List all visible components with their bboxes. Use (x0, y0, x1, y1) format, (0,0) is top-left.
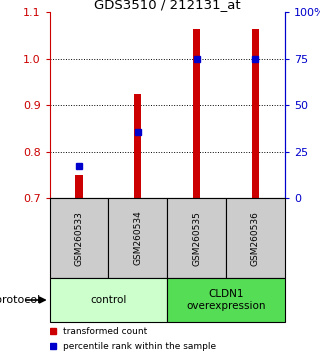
Text: transformed count: transformed count (62, 326, 147, 336)
Bar (252, 29, 259, 198)
Text: GSM260536: GSM260536 (251, 211, 260, 266)
Bar (167, 198, 226, 278)
Text: percentile rank within the sample: percentile rank within the sample (62, 342, 216, 350)
Bar (167, 278, 285, 322)
Text: protocol: protocol (0, 295, 40, 305)
Text: CLDN1
overexpression: CLDN1 overexpression (186, 289, 266, 311)
Bar (50, 198, 108, 278)
Bar (193, 29, 200, 198)
Bar (108, 198, 167, 278)
Bar (76, 175, 83, 198)
Text: GSM260535: GSM260535 (192, 211, 201, 266)
Bar (50, 278, 167, 322)
Text: GSM260534: GSM260534 (133, 211, 142, 266)
Title: GDS3510 / 212131_at: GDS3510 / 212131_at (94, 0, 241, 11)
Bar (134, 94, 141, 198)
Text: control: control (90, 295, 127, 305)
Bar (226, 198, 285, 278)
Text: GSM260533: GSM260533 (75, 211, 84, 266)
